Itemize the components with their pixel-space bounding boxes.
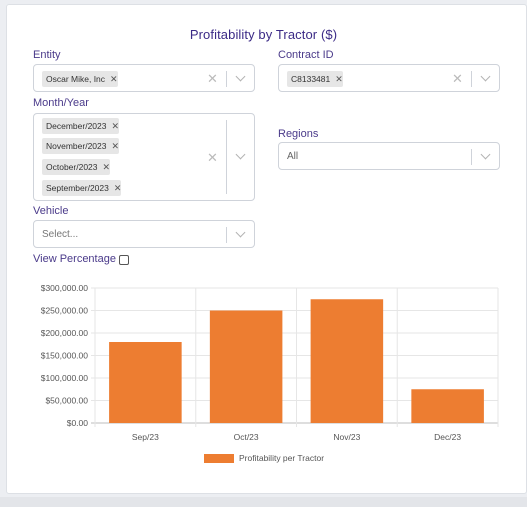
month-year-select[interactable]: December/2023 ✕ November/2023 ✕ October/20… <box>33 113 255 201</box>
chip-label: December/2023 <box>46 121 107 131</box>
x-tick-label: Sep/23 <box>132 432 159 442</box>
y-tick-label: $250,000.00 <box>41 306 89 316</box>
chip-month: November/2023 ✕ <box>42 138 120 154</box>
contract-id-select[interactable]: C8133481 ✕ ✕ <box>278 64 500 92</box>
chip-label: November/2023 <box>46 141 107 151</box>
legend-label: Profitability per Tractor <box>239 453 324 463</box>
separator <box>226 227 227 243</box>
bar <box>411 389 484 423</box>
view-percentage-checkbox[interactable] <box>119 255 129 265</box>
chip-label: Oscar Mike, Inc <box>46 74 106 84</box>
chip-contract: C8133481 ✕ <box>287 71 343 87</box>
clear-icon[interactable]: ✕ <box>207 71 218 86</box>
clear-icon[interactable]: ✕ <box>452 71 463 86</box>
separator <box>226 120 227 194</box>
chip-label: C8133481 <box>291 74 331 84</box>
chevron-down-icon[interactable] <box>480 149 491 160</box>
regions-select[interactable]: All <box>278 142 500 170</box>
chip-label: October/2023 <box>46 162 98 172</box>
chevron-down-icon[interactable] <box>480 71 491 82</box>
bottom-scroll-area <box>0 497 527 507</box>
bar <box>310 299 384 423</box>
vehicle-select[interactable]: Select... <box>33 220 255 248</box>
chevron-down-icon[interactable] <box>235 149 246 160</box>
chip-month: September/2023 ✕ <box>42 180 122 196</box>
chevron-down-icon[interactable] <box>235 71 246 82</box>
separator <box>226 71 227 87</box>
x-tick-label: Nov/23 <box>333 432 360 442</box>
profitability-chart: $0.00 $50,000.00 $100,000.00 $150,000.00 $20… <box>41 283 499 463</box>
bar <box>209 310 283 423</box>
y-tick-label: $300,000.00 <box>41 283 89 293</box>
x-tick-label: Oct/23 <box>234 432 259 442</box>
chip-label: September/2023 <box>46 183 109 193</box>
vehicle-placeholder: Select... <box>42 229 79 240</box>
view-percentage-label: View Percentage <box>33 253 116 265</box>
y-tick-label: $50,000.00 <box>45 396 88 406</box>
vehicle-label: Vehicle <box>33 205 69 217</box>
x-tick-label: Dec/23 <box>434 432 461 442</box>
chip-remove-icon[interactable]: ✕ <box>110 74 118 84</box>
bar <box>109 342 182 423</box>
separator <box>471 149 472 165</box>
separator <box>471 71 472 87</box>
page-title: Profitability by Tractor ($) <box>189 27 338 42</box>
clear-icon[interactable]: ✕ <box>207 150 218 165</box>
chip-remove-icon[interactable]: ✕ <box>111 141 120 151</box>
chip-remove-icon[interactable]: ✕ <box>335 74 343 84</box>
contract-id-label: Contract ID <box>278 49 334 61</box>
y-tick-label: $0.00 <box>67 418 89 428</box>
chevron-down-icon[interactable] <box>235 227 246 238</box>
entity-select[interactable]: Oscar Mike, Inc ✕ ✕ <box>33 64 255 92</box>
regions-value: All <box>287 151 299 162</box>
entity-label: Entity <box>33 49 61 61</box>
chip-remove-icon[interactable]: ✕ <box>113 183 122 193</box>
legend-swatch <box>204 454 234 463</box>
y-tick-label: $150,000.00 <box>41 351 89 361</box>
chip-remove-icon[interactable]: ✕ <box>102 162 111 172</box>
month-year-label: Month/Year <box>33 97 89 109</box>
chip-entity: Oscar Mike, Inc ✕ <box>42 71 118 87</box>
y-tick-label: $100,000.00 <box>41 373 89 383</box>
chip-remove-icon[interactable]: ✕ <box>111 121 120 131</box>
chip-month: October/2023 ✕ <box>42 159 111 175</box>
chip-month: December/2023 ✕ <box>42 118 120 134</box>
regions-label: Regions <box>278 128 319 140</box>
y-tick-label: $200,000.00 <box>41 328 89 338</box>
